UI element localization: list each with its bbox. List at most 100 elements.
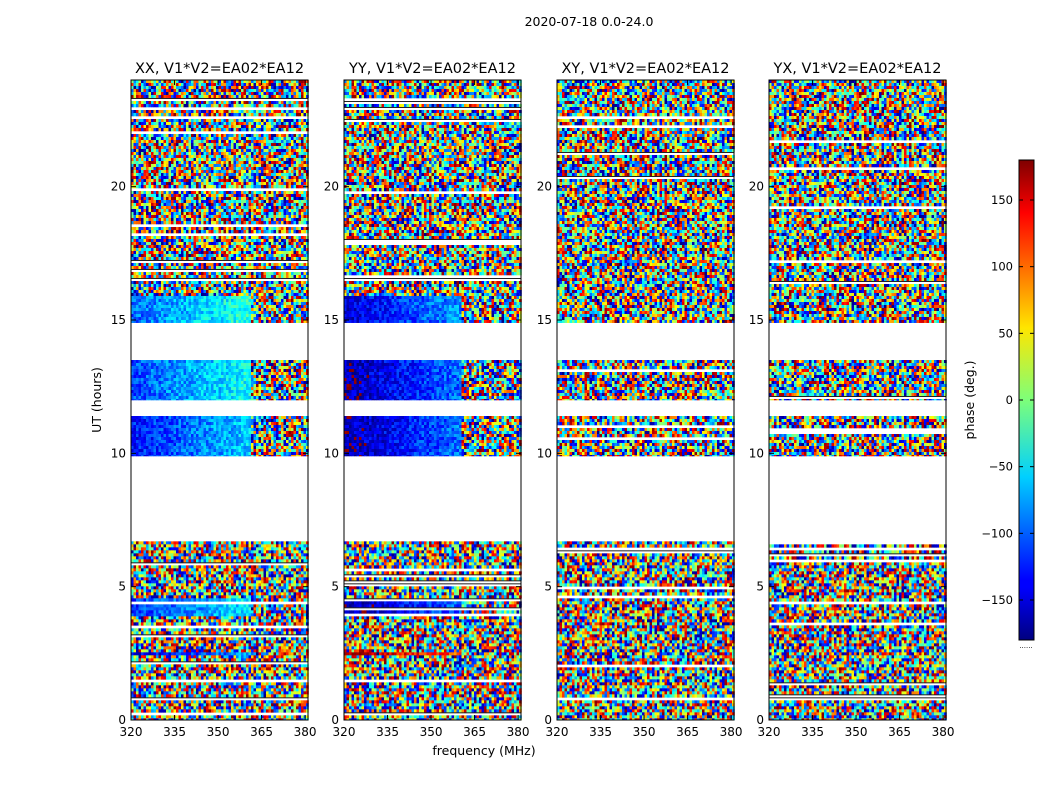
heatmap-cell	[218, 574, 222, 578]
heatmap-cell	[296, 544, 299, 548]
heatmap-cell	[258, 643, 262, 647]
heatmap-cell	[283, 556, 287, 560]
heatmap-cell	[216, 422, 219, 426]
heatmap-cell	[211, 604, 214, 608]
heatmap-cell	[276, 676, 279, 680]
heatmap-cell	[163, 360, 167, 364]
heatmap-cell	[241, 366, 244, 370]
heatmap-cell	[136, 631, 139, 635]
heatmap-cell	[276, 366, 279, 370]
heatmap-cell	[256, 643, 259, 647]
heatmap-cell	[281, 703, 284, 707]
heatmap-cell	[283, 709, 287, 713]
heatmap-cell	[271, 628, 274, 632]
heatmap-cell	[273, 592, 277, 596]
heatmap-cell	[293, 571, 297, 575]
heatmap-cell	[261, 649, 264, 653]
heatmap-cell	[296, 437, 299, 441]
heatmap-cell	[141, 574, 144, 578]
heatmap-cell	[148, 646, 152, 650]
heatmap-cell	[243, 610, 247, 614]
heatmap-cell	[243, 592, 247, 596]
heatmap-cell	[276, 703, 279, 707]
heatmap-cell	[278, 583, 282, 587]
heatmap-cell	[228, 455, 232, 457]
heatmap-cell	[241, 568, 244, 572]
heatmap-cell	[298, 649, 302, 653]
heatmap-cell	[163, 556, 167, 560]
heatmap-cell	[163, 544, 167, 548]
heatmap-cell	[286, 694, 289, 698]
heatmap-cell	[203, 682, 207, 686]
heatmap-cell	[301, 446, 304, 450]
heatmap-cell	[203, 556, 207, 560]
heatmap-cell	[178, 360, 182, 364]
heatmap-cell	[153, 718, 157, 721]
heatmap-cell	[286, 556, 289, 560]
heatmap-cell	[176, 628, 179, 632]
heatmap-cell	[216, 437, 219, 441]
heatmap-cell	[221, 607, 224, 611]
heatmap-cell	[261, 550, 264, 554]
heatmap-cell	[193, 640, 197, 644]
heatmap-cell	[298, 544, 302, 548]
heatmap-cell	[236, 682, 239, 686]
heatmap-cell	[173, 592, 177, 596]
heatmap-cell	[303, 604, 307, 608]
heatmap-cell	[256, 583, 259, 587]
heatmap-cell	[241, 610, 244, 614]
heatmap-cell	[166, 670, 169, 674]
heatmap-cell	[283, 369, 287, 373]
heatmap-cell	[253, 583, 257, 587]
heatmap-cell	[131, 422, 134, 426]
heatmap-cell	[151, 416, 154, 420]
heatmap-cell	[248, 649, 252, 653]
heatmap-cell	[186, 646, 189, 650]
heatmap-cell	[298, 547, 302, 551]
heatmap-cell	[231, 619, 234, 623]
heatmap-cell	[156, 655, 159, 659]
heatmap-cell	[206, 583, 209, 587]
heatmap-cell	[271, 610, 274, 614]
heatmap-cell	[198, 571, 202, 575]
heatmap-cell	[148, 541, 152, 545]
heatmap-cell	[238, 583, 242, 587]
heatmap-cell	[151, 369, 154, 373]
heatmap-cell	[161, 592, 164, 596]
heatmap-cell	[196, 419, 199, 423]
heatmap-cell	[251, 583, 254, 587]
heatmap-cell	[231, 673, 234, 677]
heatmap-cell	[258, 571, 262, 575]
heatmap-cell	[236, 437, 239, 441]
heatmap-cell	[258, 544, 262, 548]
heatmap-cell	[258, 616, 262, 620]
heatmap-cell	[208, 544, 212, 548]
heatmap-cell	[271, 437, 274, 441]
heatmap-cell	[156, 422, 159, 426]
heatmap-cell	[223, 646, 227, 650]
heatmap-cell	[211, 667, 214, 671]
heatmap-cell	[138, 571, 142, 575]
heatmap-cell	[243, 640, 247, 644]
heatmap-cell	[298, 640, 302, 644]
heatmap-cell	[221, 541, 224, 545]
heatmap-cell	[298, 580, 302, 584]
heatmap-cell	[276, 574, 279, 578]
heatmap-cell	[218, 583, 222, 587]
heatmap-cell	[306, 443, 309, 447]
heatmap-cell	[216, 565, 219, 569]
heatmap-cell	[168, 700, 172, 704]
heatmap-cell	[181, 664, 184, 668]
heatmap-cell	[153, 452, 157, 456]
heatmap-cell	[231, 550, 234, 554]
heatmap-cell	[286, 670, 289, 674]
heatmap-cell	[183, 559, 187, 563]
heatmap-cell	[131, 595, 134, 599]
heatmap-cell	[303, 416, 307, 420]
heatmap-cell	[176, 556, 179, 560]
heatmap-cell	[251, 658, 254, 662]
heatmap-cell	[206, 363, 209, 367]
heatmap-cell	[241, 571, 244, 575]
heatmap-cell	[211, 422, 214, 426]
heatmap-cell	[201, 673, 204, 677]
